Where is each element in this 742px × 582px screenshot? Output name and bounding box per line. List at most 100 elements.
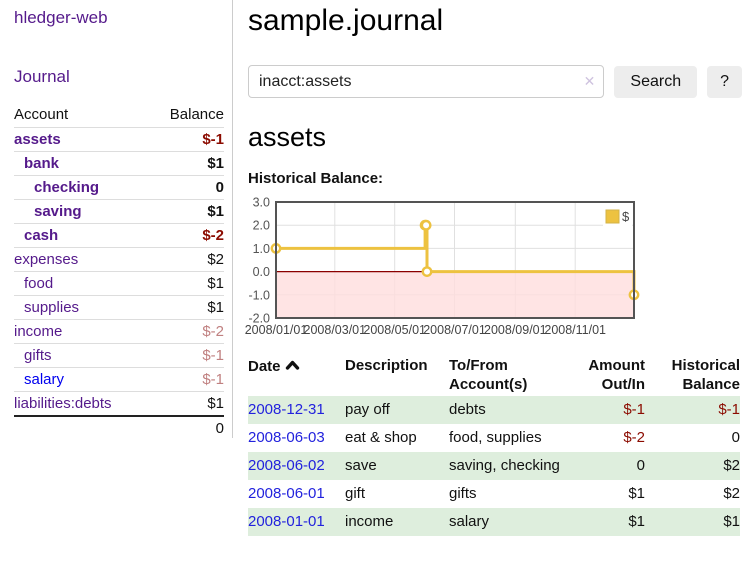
account-row: expenses $2	[14, 247, 224, 272]
sidebar-account-link[interactable]: gifts	[24, 347, 52, 364]
transaction-description: gift	[345, 485, 366, 502]
account-balance: $-2	[148, 223, 224, 248]
accounts-header-balance: Balance	[148, 103, 224, 128]
search-button[interactable]: Search	[614, 65, 698, 98]
account-row: saving $1	[14, 199, 224, 224]
register-row: 2008-06-03 eat & shop food, supplies $-2 0	[248, 424, 740, 452]
svg-text:2.0: 2.0	[253, 219, 270, 233]
main-content: sample.journal ✕ Search ? assets Histori…	[234, 0, 742, 582]
transaction-amount: $-1	[623, 401, 645, 418]
sidebar-account-link[interactable]: food	[24, 275, 54, 292]
sidebar-account-link[interactable]: saving	[34, 203, 82, 220]
transaction-date-link[interactable]: 2008-12-31	[248, 401, 325, 418]
register-header-amount: Amount Out/In	[588, 357, 645, 393]
sidebar-account-link[interactable]: assets	[14, 131, 61, 148]
transaction-date-link[interactable]: 2008-06-03	[248, 429, 325, 446]
accounts-total-value: 0	[148, 415, 224, 440]
transaction-accounts: debts	[449, 401, 486, 418]
account-balance: 0	[148, 175, 224, 200]
transaction-amount: 0	[636, 457, 645, 474]
account-balance: $1	[148, 391, 224, 417]
chart-legend: $	[603, 207, 632, 227]
transaction-accounts: salary	[449, 513, 490, 530]
account-balance: $1	[148, 151, 224, 176]
help-button[interactable]: ?	[707, 65, 742, 98]
chart-title: Historical Balance:	[248, 170, 384, 187]
svg-text:2008/01/01: 2008/01/01	[245, 323, 308, 337]
transaction-amount: $1	[628, 485, 645, 502]
sidebar: hledger-web Journal Account Balance asse…	[0, 0, 233, 440]
accounts-header-account: Account	[14, 103, 149, 128]
account-row: bank $1	[14, 151, 224, 176]
svg-text:$: $	[622, 209, 630, 224]
transaction-date-link[interactable]: 2008-06-02	[248, 457, 325, 474]
account-row: gifts $-1	[14, 343, 224, 368]
clear-search-icon[interactable]: ✕	[583, 73, 596, 89]
account-row: income $-2	[14, 319, 224, 344]
svg-text:2008/03/01: 2008/03/01	[304, 323, 367, 337]
sidebar-account-link[interactable]: income	[14, 323, 63, 340]
transaction-balance: $2	[723, 457, 740, 474]
register-row: 2008-01-01 income salary $1 $1	[248, 508, 740, 536]
transaction-accounts: saving, checking	[449, 457, 560, 474]
account-balance: $2	[148, 247, 224, 272]
sidebar-account-link[interactable]: cash	[24, 227, 59, 244]
account-balance: $-1	[148, 127, 224, 152]
sidebar-item-journal[interactable]: Journal	[14, 67, 70, 86]
accounts-table: Account Balance assets $-1 bank $1 checking 0…	[14, 103, 224, 440]
account-row: assets $-1	[14, 127, 224, 152]
account-row: food $1	[14, 271, 224, 296]
sidebar-account-link[interactable]: checking	[34, 179, 100, 196]
account-balance: $-2	[148, 319, 224, 344]
transaction-date-link[interactable]: 2008-06-01	[248, 485, 325, 502]
search-form: ✕ Search ?	[248, 65, 742, 98]
account-heading: assets	[248, 122, 327, 152]
account-balance: $1	[148, 199, 224, 224]
transaction-date-link[interactable]: 2008-01-01	[248, 513, 325, 530]
search-input[interactable]	[248, 65, 605, 98]
account-balance: $1	[148, 271, 224, 296]
svg-text:2008/07/01: 2008/07/01	[423, 323, 486, 337]
svg-text:-2.0: -2.0	[248, 312, 270, 326]
app-brand-link[interactable]: hledger-web	[14, 8, 108, 27]
account-row: liabilities:debts $1	[14, 391, 224, 417]
transaction-description: income	[345, 513, 394, 530]
register-header-date[interactable]: Date	[248, 354, 345, 396]
transaction-balance: $1	[723, 513, 740, 530]
page-title: sample.journal	[248, 4, 444, 37]
transaction-description: eat & shop	[345, 429, 417, 446]
register-row: 2008-06-02 save saving, checking 0 $2	[248, 452, 740, 480]
account-row: checking 0	[14, 175, 224, 200]
transaction-description: pay off	[345, 401, 390, 418]
svg-text:2008/09/01: 2008/09/01	[484, 323, 547, 337]
balance-chart: $3.0 2.0 1.0 0.0 -1.0 -2.0 2008/01/01 2008/03/0…	[242, 196, 742, 341]
svg-text:-1.0: -1.0	[248, 288, 270, 302]
register-table: Date Description To/From Account(s) Amou…	[248, 354, 740, 536]
transaction-accounts: food, supplies	[449, 429, 542, 446]
register-row: 2008-06-01 gift gifts $1 $2	[248, 480, 740, 508]
transaction-amount: $1	[628, 513, 645, 530]
account-balance: $-1	[148, 343, 224, 368]
svg-text:0.0: 0.0	[253, 265, 270, 279]
sort-ascending-icon	[285, 356, 300, 375]
transaction-accounts: gifts	[449, 485, 477, 502]
transaction-balance: 0	[731, 429, 740, 446]
register-header-balance: Historical Balance	[671, 357, 740, 393]
transaction-balance: $-1	[718, 401, 740, 418]
account-row: salary $-1	[14, 367, 224, 392]
register-row: 2008-12-31 pay off debts $-1 $-1	[248, 396, 740, 424]
svg-text:2008/11/01: 2008/11/01	[544, 323, 606, 337]
sidebar-account-link[interactable]: supplies	[24, 299, 80, 316]
transaction-balance: $2	[723, 485, 740, 502]
sidebar-account-link[interactable]: liabilities:debts	[14, 395, 112, 412]
sidebar-account-link[interactable]: expenses	[14, 251, 79, 268]
svg-text:2008/05/01: 2008/05/01	[363, 323, 426, 337]
account-row: supplies $1	[14, 295, 224, 320]
sidebar-account-link[interactable]: salary	[24, 371, 65, 388]
accounts-total-row: 0	[14, 415, 224, 440]
account-balance: $-1	[148, 367, 224, 392]
account-balance: $1	[148, 295, 224, 320]
transaction-amount: $-2	[623, 429, 645, 446]
svg-text:3.0: 3.0	[253, 196, 270, 210]
sidebar-account-link[interactable]: bank	[24, 155, 60, 172]
